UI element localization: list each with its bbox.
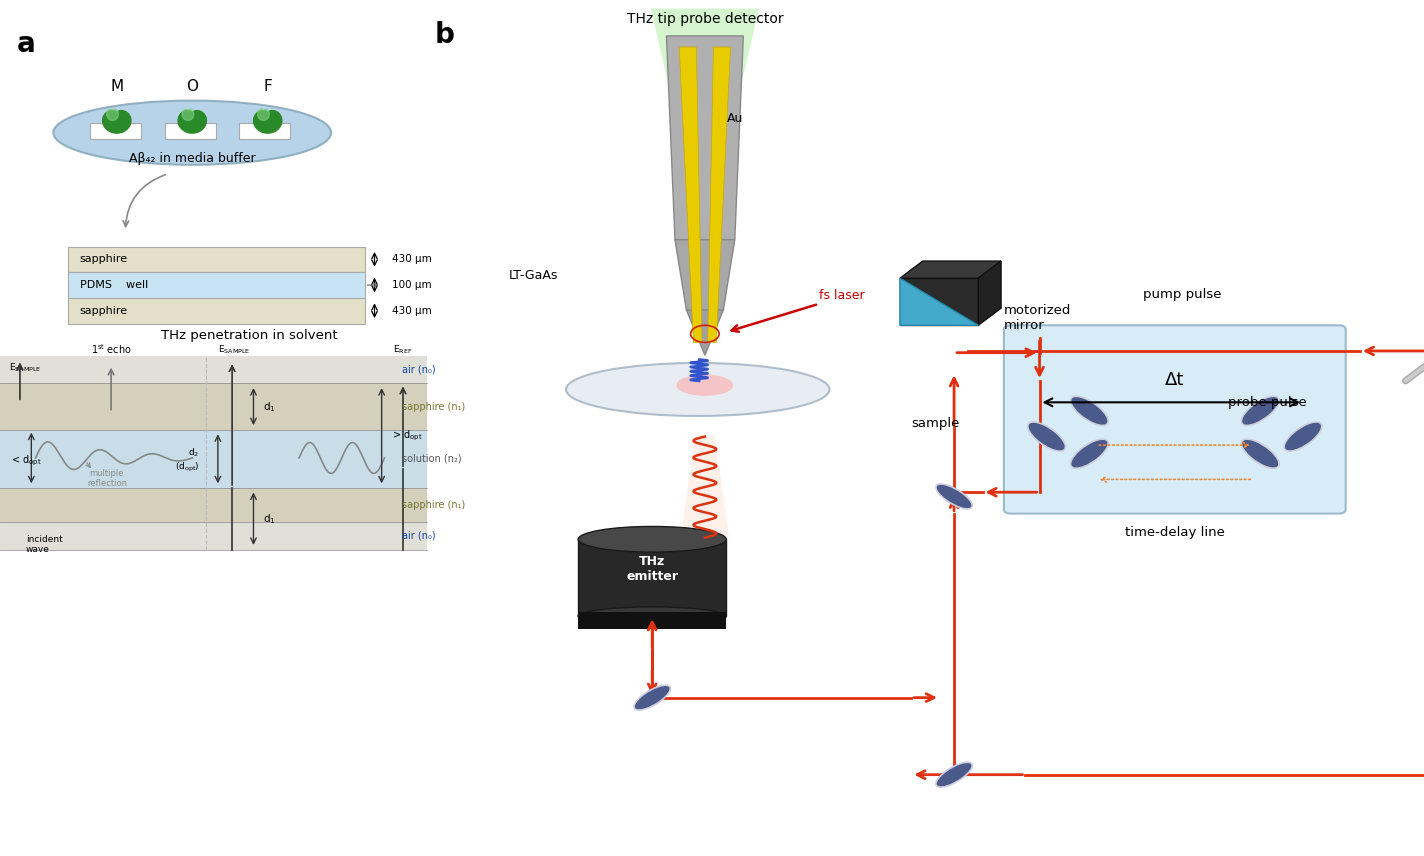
Polygon shape (107, 110, 118, 121)
Text: E$_{\rm SAMPLE}$: E$_{\rm SAMPLE}$ (9, 362, 41, 374)
Ellipse shape (54, 100, 330, 165)
Polygon shape (900, 261, 1001, 278)
Text: probe pulse: probe pulse (1227, 395, 1307, 409)
Polygon shape (258, 110, 269, 121)
Bar (578, 612, 726, 629)
Polygon shape (253, 110, 282, 133)
Polygon shape (978, 261, 1001, 325)
Bar (68, 298, 365, 324)
Text: pump pulse: pump pulse (1142, 288, 1222, 301)
Ellipse shape (578, 526, 726, 552)
Bar (0, 488, 427, 522)
Text: a: a (17, 30, 36, 58)
Bar (165, 123, 216, 139)
Ellipse shape (1284, 422, 1321, 451)
Polygon shape (103, 110, 131, 133)
Polygon shape (900, 278, 978, 325)
Text: PDMS    well: PDMS well (80, 280, 148, 290)
Ellipse shape (936, 762, 973, 788)
Text: E$_{\rm REF}$: E$_{\rm REF}$ (393, 343, 413, 356)
Polygon shape (651, 9, 759, 240)
Text: sapphire: sapphire (80, 254, 128, 265)
Text: Δt: Δt (1165, 372, 1185, 389)
Bar (0, 522, 427, 550)
Ellipse shape (634, 685, 671, 710)
Text: multiple
reflection: multiple reflection (87, 469, 127, 489)
Ellipse shape (1071, 396, 1108, 425)
Text: sapphire (n₁): sapphire (n₁) (402, 401, 464, 412)
Text: F: F (263, 79, 272, 94)
Text: air (n₀): air (n₀) (402, 365, 436, 375)
Text: solution (n₂): solution (n₂) (402, 454, 461, 464)
Bar (68, 272, 365, 298)
Text: < d$_{\rm opt}$: < d$_{\rm opt}$ (11, 454, 41, 467)
Text: sapphire: sapphire (80, 306, 128, 316)
Text: sapphire (n₁): sapphire (n₁) (402, 500, 464, 510)
Text: fs laser: fs laser (819, 288, 864, 302)
Text: E$_{\rm SAMPLE}$: E$_{\rm SAMPLE}$ (218, 343, 251, 356)
Text: O: O (187, 79, 198, 94)
Text: time-delay line: time-delay line (1125, 526, 1225, 539)
Text: b: b (434, 21, 454, 50)
FancyBboxPatch shape (900, 278, 978, 325)
Ellipse shape (565, 363, 829, 416)
Text: 430 μm: 430 μm (392, 306, 431, 316)
Ellipse shape (578, 607, 726, 626)
Polygon shape (679, 47, 702, 342)
Bar (0, 430, 427, 488)
Polygon shape (666, 36, 743, 240)
Text: d$_1$: d$_1$ (263, 400, 276, 413)
Text: THz tip probe detector: THz tip probe detector (627, 12, 783, 26)
Polygon shape (708, 47, 731, 342)
Ellipse shape (1028, 422, 1065, 451)
Ellipse shape (676, 375, 733, 395)
Text: d$_1$: d$_1$ (263, 513, 276, 526)
Polygon shape (675, 240, 735, 310)
Text: Aβ₄₂ in media buffer: Aβ₄₂ in media buffer (130, 152, 255, 165)
Bar (90, 123, 141, 139)
Bar (0, 356, 427, 383)
Text: > d$_{\rm opt}$: > d$_{\rm opt}$ (392, 429, 422, 443)
Ellipse shape (1242, 396, 1279, 425)
Text: 1$^{\rm st}$ echo: 1$^{\rm st}$ echo (91, 342, 131, 356)
Bar (578, 539, 726, 616)
Bar (239, 123, 290, 139)
Polygon shape (681, 437, 729, 538)
Text: d$_2$
(d$_{\rm opt}$): d$_2$ (d$_{\rm opt}$) (175, 447, 199, 474)
FancyBboxPatch shape (1004, 325, 1346, 514)
Bar (0, 383, 427, 430)
Polygon shape (178, 110, 206, 133)
Text: LT-GaAs: LT-GaAs (508, 269, 558, 282)
Text: incident
wave: incident wave (26, 535, 63, 555)
Ellipse shape (1242, 439, 1279, 468)
Ellipse shape (1071, 439, 1108, 468)
Ellipse shape (936, 484, 973, 509)
Text: THz
emitter: THz emitter (627, 556, 678, 583)
Text: sample: sample (911, 417, 960, 431)
Text: Au: Au (726, 111, 743, 125)
Text: air (n₀): air (n₀) (402, 531, 436, 541)
Bar (68, 247, 365, 272)
Text: 430 μm: 430 μm (392, 254, 431, 265)
Text: THz penetration in solvent: THz penetration in solvent (161, 330, 337, 342)
Polygon shape (686, 310, 723, 355)
Polygon shape (182, 110, 194, 121)
Text: M: M (110, 79, 124, 94)
Text: motorized
mirror: motorized mirror (1004, 305, 1071, 332)
Text: 100 μm: 100 μm (392, 280, 431, 290)
